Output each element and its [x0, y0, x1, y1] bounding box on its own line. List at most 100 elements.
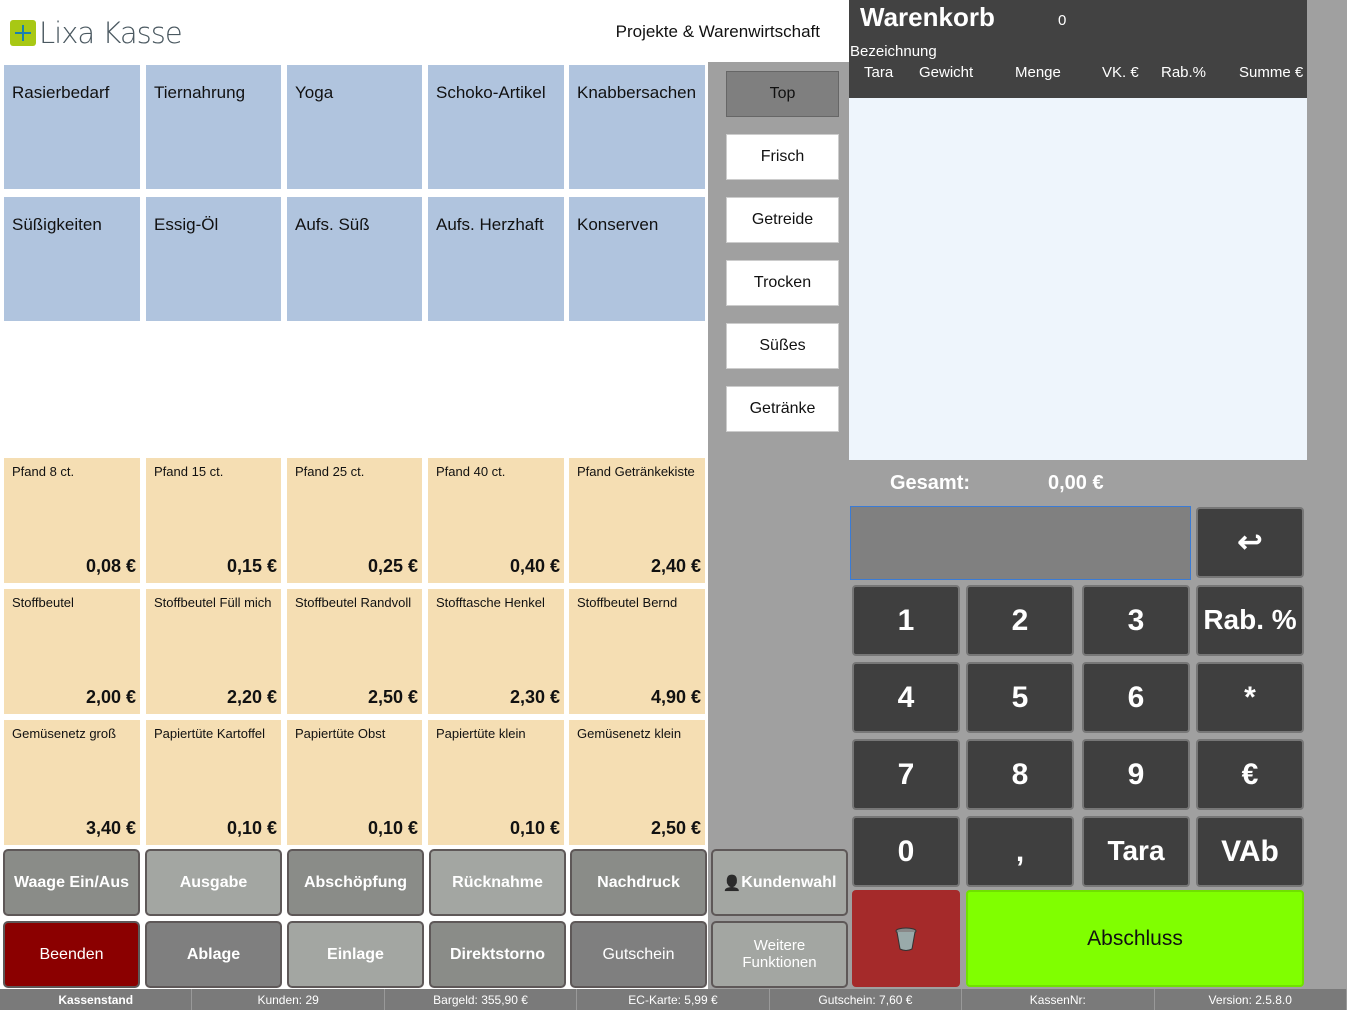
key-button[interactable]: 4 — [852, 662, 960, 733]
key-button[interactable]: , — [966, 816, 1074, 887]
product-name: Gemüsenetz groß — [12, 726, 117, 741]
product-button[interactable]: Pfand 25 ct. 0,25 € — [287, 458, 422, 583]
category-button[interactable]: Rasierbedarf — [4, 65, 140, 189]
function-button[interactable]: Direktstorno — [429, 921, 566, 988]
function-button[interactable]: Ablage — [145, 921, 282, 988]
function-button[interactable]: Rücknahme — [429, 849, 566, 916]
status-gutschein: Gutschein: 7,60 € — [770, 989, 963, 1010]
category-button[interactable]: Aufs. Süß — [287, 197, 422, 321]
status-bargeld: Bargeld: 355,90 € — [385, 989, 578, 1010]
product-button[interactable]: Stoffbeutel 2,00 € — [4, 589, 140, 714]
function-button[interactable]: 👤 Kundenwahl — [711, 849, 848, 916]
product-button[interactable]: Gemüsenetz klein 2,50 € — [569, 720, 705, 845]
function-button[interactable]: Weitere Funktionen — [711, 921, 848, 988]
product-button[interactable]: Gemüsenetz groß 3,40 € — [4, 720, 140, 845]
total-value: 0,00 € — [1048, 472, 1104, 494]
function-label: Ausgabe — [179, 873, 248, 891]
cart-header: Warenkorb 0 Bezeichnung Tara Gewicht Menge… — [849, 0, 1307, 98]
group-button[interactable]: Getreide — [726, 197, 839, 243]
group-button[interactable]: Süßes — [726, 323, 839, 369]
enter-button[interactable]: ↩ — [1196, 507, 1304, 578]
key-button[interactable]: * — [1196, 662, 1304, 733]
function-button[interactable]: Nachdruck — [570, 849, 707, 916]
product-name: Pfand 8 ct. — [12, 464, 75, 479]
category-button[interactable]: Konserven — [569, 197, 705, 321]
product-button[interactable]: Papiertüte klein 0,10 € — [428, 720, 564, 845]
product-button[interactable]: Pfand 8 ct. 0,08 € — [4, 458, 140, 583]
product-price: 2,50 € — [650, 818, 701, 838]
product-button[interactable]: Papiertüte Kartoffel 0,10 € — [146, 720, 281, 845]
key-button[interactable]: Tara — [1082, 816, 1190, 887]
cart-list[interactable] — [849, 98, 1307, 460]
product-name: Pfand 25 ct. — [295, 464, 365, 479]
group-button[interactable]: Trocken — [726, 260, 839, 306]
product-name: Stoffbeutel — [12, 595, 74, 610]
product-price: 3,40 € — [85, 818, 136, 838]
product-button[interactable]: Stoffbeutel Bernd 4,90 € — [569, 589, 705, 714]
cart-column-header: Menge — [1015, 64, 1061, 81]
status-version: Version: 2.5.8.0 — [1155, 989, 1347, 1010]
product-button[interactable]: Pfand Getränkekiste 2,40 € — [569, 458, 705, 583]
delete-button[interactable] — [852, 890, 960, 987]
category-button[interactable]: Tiernahrung — [146, 65, 281, 189]
product-price: 0,15 € — [226, 556, 277, 576]
category-button[interactable]: Süßigkeiten — [4, 197, 140, 321]
key-button[interactable]: 0 — [852, 816, 960, 887]
product-price: 2,00 € — [85, 687, 136, 707]
product-button[interactable]: Stofftasche Henkel 2,30 € — [428, 589, 564, 714]
key-button[interactable]: 9 — [1082, 739, 1190, 810]
return-arrow-icon: ↩ — [1237, 526, 1263, 559]
product-button[interactable]: Stoffbeutel Randvoll 2,50 € — [287, 589, 422, 714]
key-button[interactable]: 6 — [1082, 662, 1190, 733]
function-button[interactable]: Waage Ein/Aus — [3, 849, 140, 916]
product-button[interactable]: Pfand 40 ct. 0,40 € — [428, 458, 564, 583]
key-button[interactable]: Rab. % — [1196, 585, 1304, 656]
key-button[interactable]: 8 — [966, 739, 1074, 810]
scroll-strip — [1307, 0, 1347, 989]
key-button[interactable]: 2 — [966, 585, 1074, 656]
product-name: Papiertüte Kartoffel — [154, 726, 266, 741]
group-button[interactable]: Getränke — [726, 386, 839, 432]
category-button[interactable]: Knabbersachen — [569, 65, 705, 189]
status-ec: EC-Karte: 5,99 € — [577, 989, 770, 1010]
category-button[interactable]: Aufs. Herzhaft — [428, 197, 564, 321]
status-kassenstand: Kassenstand — [0, 989, 193, 1010]
key-button[interactable]: 3 — [1082, 585, 1190, 656]
function-button[interactable]: Einlage — [287, 921, 424, 988]
product-name: Stofftasche Henkel — [436, 595, 545, 610]
group-button[interactable]: Top — [726, 71, 839, 117]
function-label: Einlage — [327, 945, 384, 963]
function-button[interactable]: Ausgabe — [145, 849, 282, 916]
cart-column-header: Rab.% — [1161, 64, 1207, 81]
product-button[interactable]: Stoffbeutel Füll mich 2,20 € — [146, 589, 281, 714]
key-button[interactable]: 7 — [852, 739, 960, 810]
total-label: Gesamt: — [890, 472, 971, 494]
category-button[interactable]: Schoko-Artikel — [428, 65, 564, 189]
function-button[interactable]: Beenden — [3, 921, 140, 988]
finish-button[interactable]: Abschluss — [966, 890, 1304, 987]
function-label: Ablage — [186, 945, 241, 963]
product-price: 0,10 € — [367, 818, 418, 838]
product-name: Stoffbeutel Füll mich — [154, 595, 272, 610]
group-button[interactable]: Frisch — [726, 134, 839, 180]
cart-column-header: Tara — [864, 64, 894, 81]
key-button[interactable]: VAb — [1196, 816, 1304, 887]
app-subtitle: Projekte & Warenwirtschaft — [615, 22, 820, 41]
amount-input[interactable] — [850, 506, 1191, 580]
product-price: 2,20 € — [226, 687, 277, 707]
product-button[interactable]: Papiertüte Obst 0,10 € — [287, 720, 422, 845]
category-button[interactable]: Essig-Öl — [146, 197, 281, 321]
key-button[interactable]: € — [1196, 739, 1304, 810]
product-button[interactable]: Pfand 15 ct. 0,15 € — [146, 458, 281, 583]
status-kunden: Kunden: 29 — [192, 989, 385, 1010]
product-price: 2,50 € — [367, 687, 418, 707]
function-label: Waage Ein/Aus — [14, 873, 129, 891]
cart-count: 0 — [1058, 12, 1067, 29]
product-price: 0,10 € — [509, 818, 560, 838]
key-button[interactable]: 1 — [852, 585, 960, 656]
function-button[interactable]: Abschöpfung — [287, 849, 424, 916]
function-label: Gutschein — [602, 945, 675, 963]
function-button[interactable]: Gutschein — [570, 921, 707, 988]
category-button[interactable]: Yoga — [287, 65, 422, 189]
key-button[interactable]: 5 — [966, 662, 1074, 733]
